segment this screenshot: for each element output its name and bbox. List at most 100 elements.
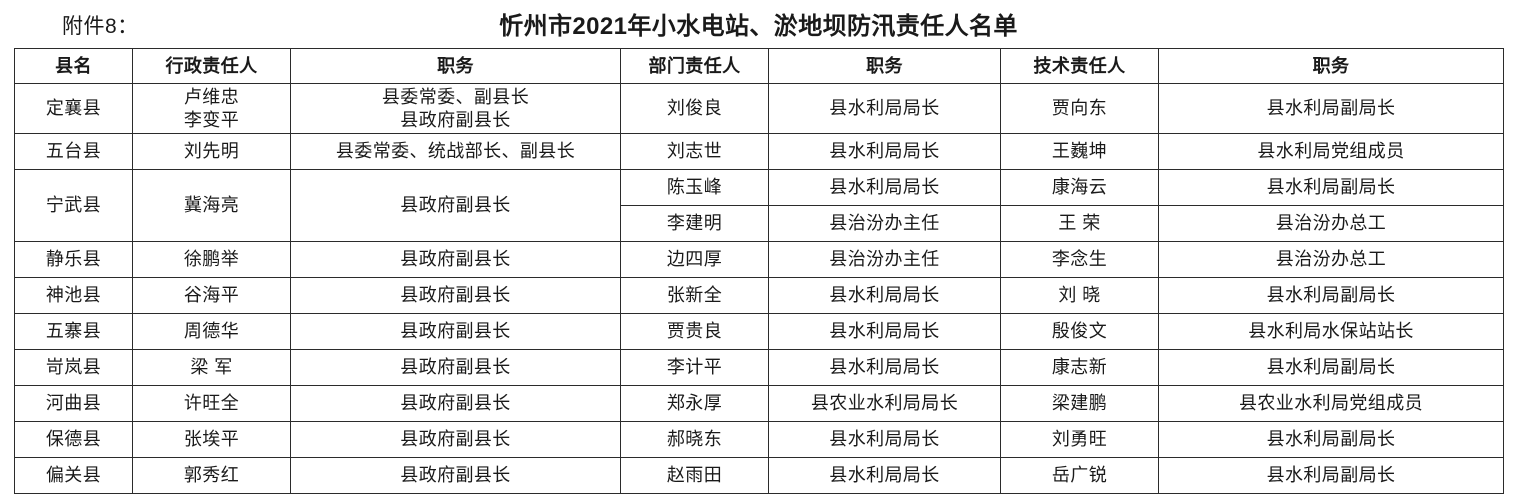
cell-admin-line2: 李变平 [183, 109, 240, 130]
cell-dept: 张新全 [620, 277, 769, 314]
table-row: 保德县 张埃平 县政府副县长 郝晓东 县水利局局长 刘勇旺 县水利局副局长 [14, 421, 1504, 458]
cell-tech-position: 县水利局副局长 [1158, 349, 1504, 386]
cell-dept: 郝晓东 [620, 421, 769, 458]
table-row: 偏关县 郭秀红 县政府副县长 赵雨田 县水利局局长 岳广锐 县水利局副局长 [14, 457, 1504, 494]
cell-county: 定襄县 [14, 83, 133, 134]
table-row: 五台县 刘先明 县委常委、统战部长、副县长 刘志世 县水利局局长 王巍坤 县水利… [14, 133, 1504, 170]
attachment-label: 附件8： [62, 15, 139, 38]
cell-admin-position-line2: 县政府副县长 [400, 109, 511, 130]
table-header: 县名 行政责任人 职务 部门责任人 职务 技术责任人 职务 [14, 48, 1504, 84]
cell-tech: 刘 晓 [1000, 277, 1159, 314]
cell-dept: 刘俊良 [620, 83, 769, 134]
cell-dept-position: 县水利局局长 [768, 133, 1001, 170]
table-row: 静乐县 徐鹏举 县政府副县长 边四厚 县治汾办主任 李念生 县治汾办总工 [14, 241, 1504, 278]
cell-dept-position: 县水利局局长 [768, 349, 1001, 386]
cell-tech: 刘勇旺 [1000, 421, 1159, 458]
cell-tech-position: 县水利局副局长 [1158, 421, 1504, 458]
page-title: 忻州市2021年小水电站、淤地坝防汛责任人名单 [499, 13, 1018, 40]
responsible-persons-table: 县名 行政责任人 职务 部门责任人 职务 技术责任人 职务 定襄县 卢维忠 李变… [14, 48, 1504, 494]
cell-dept: 陈玉峰 [620, 169, 769, 206]
table-row: 神池县 谷海平 县政府副县长 张新全 县水利局局长 刘 晓 县水利局副局长 [14, 277, 1504, 314]
cell-county: 静乐县 [14, 241, 133, 278]
cell-admin: 郭秀红 [132, 457, 291, 494]
cell-dept-position: 县水利局局长 [768, 313, 1001, 350]
cell-county: 五台县 [14, 133, 133, 170]
cell-county: 保德县 [14, 421, 133, 458]
cell-admin-position: 县政府副县长 [290, 169, 621, 242]
column-header-tech-position: 职务 [1158, 48, 1504, 84]
table-row: 河曲县 许旺全 县政府副县长 郑永厚 县农业水利局局长 梁建鹏 县农业水利局党组… [14, 385, 1504, 422]
column-header-county: 县名 [14, 48, 133, 84]
cell-admin-position: 县政府副县长 [290, 349, 621, 386]
cell-admin: 梁 军 [132, 349, 291, 386]
cell-county: 宁武县 [14, 169, 133, 242]
table-row: 五寨县 周德华 县政府副县长 贾贵良 县水利局局长 殷俊文 县水利局水保站站长 [14, 313, 1504, 350]
cell-tech-position: 县水利局水保站站长 [1158, 313, 1504, 350]
cell-tech-position: 县水利局副局长 [1158, 83, 1504, 134]
cell-tech-position: 县治汾办总工 [1158, 205, 1504, 242]
table-body: 定襄县 卢维忠 李变平 县委常委、副县长 县政府副县长 刘俊良 县水利局局长 贾… [14, 83, 1504, 494]
cell-admin-position-line1: 县委常委、副县长 [381, 87, 530, 107]
document-page: 附件8： 忻州市2021年小水电站、淤地坝防汛责任人名单 县名 行政责任人 职务… [14, 0, 1504, 494]
cell-tech-position: 县水利局副局长 [1158, 457, 1504, 494]
cell-dept: 刘志世 [620, 133, 769, 170]
cell-tech: 梁建鹏 [1000, 385, 1159, 422]
cell-dept-position: 县治汾办主任 [768, 205, 1001, 242]
table-row: 岢岚县 梁 军 县政府副县长 李计平 县水利局局长 康志新 县水利局副局长 [14, 349, 1504, 386]
cell-dept-position: 县水利局局长 [768, 277, 1001, 314]
cell-admin-position: 县政府副县长 [290, 457, 621, 494]
cell-dept: 李计平 [620, 349, 769, 386]
cell-tech: 王巍坤 [1000, 133, 1159, 170]
cell-tech: 贾向东 [1000, 83, 1159, 134]
cell-admin-position: 县政府副县长 [290, 313, 621, 350]
cell-county: 五寨县 [14, 313, 133, 350]
cell-county: 河曲县 [14, 385, 133, 422]
cell-tech: 殷俊文 [1000, 313, 1159, 350]
cell-admin: 刘先明 [132, 133, 291, 170]
cell-dept: 边四厚 [620, 241, 769, 278]
cell-admin: 徐鹏举 [132, 241, 291, 278]
cell-admin-position: 县政府副县长 [290, 277, 621, 314]
cell-dept: 贾贵良 [620, 313, 769, 350]
cell-admin: 谷海平 [132, 277, 291, 314]
cell-dept-position: 县水利局局长 [768, 169, 1001, 206]
cell-tech-position: 县水利局副局长 [1158, 169, 1504, 206]
cell-dept: 李建明 [620, 205, 769, 242]
column-header-dept-position: 职务 [768, 48, 1001, 84]
document-header: 附件8： 忻州市2021年小水电站、淤地坝防汛责任人名单 [14, 0, 1503, 48]
cell-tech-position: 县水利局副局长 [1158, 277, 1504, 314]
cell-dept-position: 县水利局局长 [768, 421, 1001, 458]
cell-tech: 康志新 [1000, 349, 1159, 386]
cell-tech: 李念生 [1000, 241, 1159, 278]
cell-dept: 郑永厚 [620, 385, 769, 422]
column-header-dept: 部门责任人 [620, 48, 769, 84]
cell-tech-position: 县水利局党组成员 [1158, 133, 1504, 170]
cell-dept-position: 县水利局局长 [768, 83, 1001, 134]
cell-admin: 周德华 [132, 313, 291, 350]
cell-dept: 赵雨田 [620, 457, 769, 494]
table-row: 李建明 县治汾办主任 王 荣 县治汾办总工 [15, 205, 1504, 242]
table-row: 宁武县 冀海亮 县政府副县长 陈玉峰 县水利局局长 康海云 县水利局副局长 [14, 169, 1504, 242]
table-header-row: 县名 行政责任人 职务 部门责任人 职务 技术责任人 职务 [14, 48, 1504, 84]
cell-county: 偏关县 [14, 457, 133, 494]
cell-tech: 王 荣 [1000, 205, 1159, 242]
column-header-admin: 行政责任人 [132, 48, 291, 84]
cell-county: 神池县 [14, 277, 133, 314]
cell-tech-position: 县治汾办总工 [1158, 241, 1504, 278]
cell-admin: 许旺全 [132, 385, 291, 422]
cell-admin: 冀海亮 [132, 169, 291, 242]
cell-admin: 张埃平 [132, 421, 291, 458]
cell-admin-position: 县政府副县长 [290, 385, 621, 422]
cell-admin: 卢维忠 李变平 [132, 83, 291, 134]
cell-dept-position: 县治汾办主任 [768, 241, 1001, 278]
cell-tech: 岳广锐 [1000, 457, 1159, 494]
cell-tech: 康海云 [1000, 169, 1159, 206]
cell-dept-position: 县水利局局长 [768, 457, 1001, 494]
cell-dept-position: 县农业水利局局长 [768, 385, 1001, 422]
column-header-tech: 技术责任人 [1000, 48, 1159, 84]
cell-county: 岢岚县 [14, 349, 133, 386]
cell-admin-position: 县政府副县长 [290, 421, 621, 458]
cell-tech-position: 县农业水利局党组成员 [1158, 385, 1504, 422]
cell-admin-position: 县委常委、副县长 县政府副县长 [290, 83, 621, 134]
column-header-admin-position: 职务 [290, 48, 621, 84]
